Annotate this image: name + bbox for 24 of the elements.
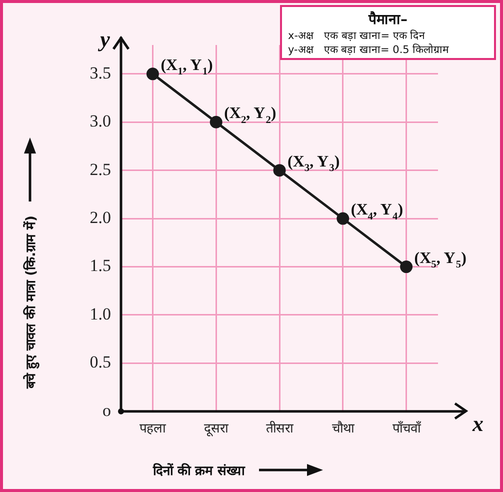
- text: y: [97, 26, 110, 52]
- y-tick-label: 1.5: [90, 256, 111, 276]
- x-axis-title: दिनों की क्रम संख्या: [153, 462, 245, 479]
- x-tick-label: पाँचवाँ: [392, 420, 422, 437]
- annotation: y-अक्ष एक बड़ा खाना= 0.5 किलोग्राम: [288, 42, 450, 56]
- x-tick-label: दूसरा: [204, 422, 230, 437]
- y-tick-label: 3.0: [90, 112, 111, 131]
- y-tick-label: 2.0: [90, 208, 111, 228]
- text: x: [472, 411, 484, 436]
- x-tick-label: तीसरा: [266, 420, 294, 437]
- point: [273, 164, 286, 177]
- x-tick-label: पहला: [140, 422, 167, 437]
- point: [400, 260, 413, 274]
- point: [210, 116, 222, 128]
- point: [146, 68, 159, 80]
- scale-note-box: पैमाना– x-अक्ष एक बड़ा खाना= एक दिन y-अक्ष एक बड़ा खाना= 0.5 किलोग्राम: [280, 5, 496, 60]
- y-tick-label: 0.5: [90, 352, 111, 372]
- y-tick-label: 2.5: [90, 160, 111, 179]
- y-tick-label: o: [102, 400, 111, 420]
- y-axis-title: बचे हुए चावल की मात्रा (कि.ग्राम में): [22, 216, 39, 388]
- y-tick-label: 1.0: [90, 304, 111, 324]
- x-tick-label: चौथा: [332, 420, 355, 437]
- y-tick-label: 3.5: [90, 63, 111, 82]
- point: [336, 212, 350, 225]
